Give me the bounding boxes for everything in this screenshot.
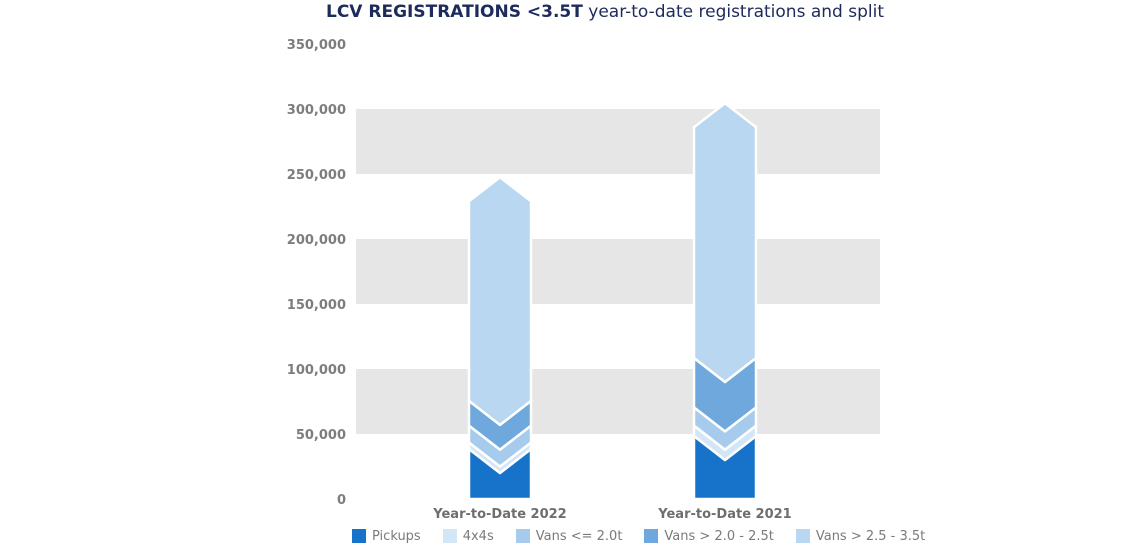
legend-item: Vans <= 2.0t	[515, 528, 623, 544]
y-tick-label: 50,000	[296, 428, 346, 443]
y-tick-label: 150,000	[287, 298, 346, 313]
y-tick-label: 350,000	[287, 38, 346, 53]
legend-label: Vans <= 2.0t	[535, 528, 623, 544]
legend-item: Vans > 2.0 - 2.5t	[644, 528, 774, 544]
category-label: Year-to-Date 2022	[432, 507, 566, 522]
legend-label: Vans > 2.0 - 2.5t	[664, 528, 774, 544]
legend-swatch	[352, 529, 366, 543]
legend-item: 4x4s	[442, 528, 494, 544]
y-tick-label: 0	[337, 493, 346, 508]
legend-swatch	[644, 529, 659, 543]
category-label: Year-to-Date 2021	[657, 507, 791, 522]
bar-segment-vans-2-5-3-5t	[692, 101, 758, 384]
y-tick-label: 100,000	[287, 363, 346, 378]
y-tick-label: 250,000	[287, 168, 346, 183]
grid-band	[356, 109, 880, 174]
legend-label: Vans > 2.5 - 3.5t	[815, 528, 926, 544]
chart-title-rest: year-to-date registrations and split	[582, 2, 884, 22]
legend-item: Pickups	[352, 529, 421, 544]
legend-label: Pickups	[372, 528, 421, 544]
chart-title: LCV REGISTRATIONS <3.5T year-to-date reg…	[0, 2, 1140, 22]
legend-swatch	[442, 529, 457, 543]
bar-segment-vans-2-5-3-5t	[467, 176, 533, 427]
legend-swatch	[515, 529, 530, 543]
legend-label: 4x4s	[462, 528, 494, 544]
chart-title-bold: LCV REGISTRATIONS <3.5T	[326, 2, 583, 22]
y-tick-label: 200,000	[287, 233, 346, 248]
legend-item: Vans > 2.5 - 3.5t	[795, 528, 926, 544]
legend-swatch	[795, 529, 810, 543]
grid-band	[356, 239, 880, 304]
grid-band	[356, 369, 880, 434]
y-tick-label: 300,000	[287, 103, 346, 118]
legend: Pickups 4x4s Vans <= 2.0t Vans > 2.0 - 2.5t…	[352, 526, 947, 546]
